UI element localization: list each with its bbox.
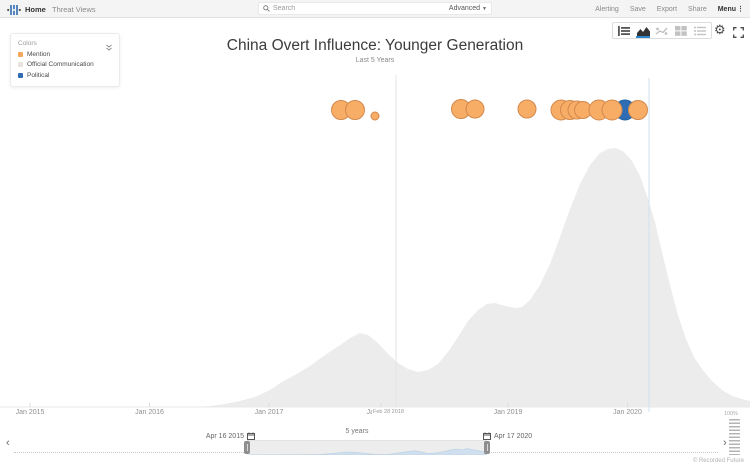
- menu-button[interactable]: Menu ⋮: [717, 5, 744, 14]
- end-date-picker[interactable]: Apr 17 2020: [483, 432, 532, 440]
- x-axis-tick-label: Jan 2015: [15, 409, 45, 416]
- event-bubble-mention[interactable]: [601, 99, 623, 121]
- scatter-view-icon[interactable]: [654, 23, 670, 38]
- calendar-icon: [247, 432, 255, 440]
- mention-color-swatch: [18, 51, 23, 57]
- timeline-track-right: [491, 452, 718, 453]
- event-bubble-mention[interactable]: [517, 99, 537, 119]
- timeline-track-left: [14, 452, 246, 453]
- legend-item-label: Official Communication: [27, 61, 94, 68]
- share-link[interactable]: Share: [688, 5, 707, 13]
- page-title: China Overt Influence: Younger Generatio…: [226, 37, 524, 54]
- start-date-picker[interactable]: Apr 16 2015: [155, 432, 255, 440]
- legend-item-official-communication[interactable]: Official Communication: [18, 61, 112, 68]
- x-axis-tick-label: Jan 2016: [135, 409, 164, 416]
- event-bubble-mention[interactable]: [628, 100, 648, 120]
- legend-item-label: Mention: [27, 50, 51, 58]
- nav-item-threat-views[interactable]: Threat Views: [52, 5, 96, 14]
- list-view-icon[interactable]: [692, 23, 708, 38]
- reference-volume-area: [0, 148, 750, 407]
- search-icon: [263, 5, 270, 12]
- event-bubble-mention[interactable]: [370, 111, 380, 121]
- trend-area-view-icon-selected[interactable]: [635, 23, 651, 38]
- range-start-drag-handle[interactable]: [244, 441, 250, 454]
- view-switcher-toolbar: [612, 22, 712, 39]
- selected-view-underline: [636, 36, 651, 38]
- search-input[interactable]: [273, 5, 449, 12]
- legend-item-mention[interactable]: Mention: [18, 51, 112, 58]
- vertical-zoom-slider[interactable]: [729, 419, 740, 455]
- x-axis-tick-label: Jan 2020: [613, 409, 642, 416]
- event-bubble-mention[interactable]: [345, 100, 365, 120]
- colors-legend-panel: Colors Mention Official Communication Po…: [10, 33, 120, 87]
- advanced-search-dropdown[interactable]: Advanced ▼: [449, 5, 487, 12]
- kebab-menu-icon: ⋮: [737, 6, 744, 13]
- political-color-swatch: [18, 72, 23, 78]
- alerting-link[interactable]: Alerting: [595, 5, 619, 13]
- nav-item-home[interactable]: Home: [25, 5, 46, 14]
- copyright-notice: © Recorded Future: [692, 458, 744, 464]
- topbar-actions: Alerting Save Export Share Menu ⋮: [595, 5, 744, 14]
- range-duration-label: 5 years: [345, 428, 369, 435]
- save-link[interactable]: Save: [629, 5, 646, 13]
- search-bar[interactable]: Advanced ▼: [258, 2, 492, 15]
- minimap-volume-area: [249, 448, 487, 455]
- grid-view-icon[interactable]: [673, 23, 689, 38]
- range-end-drag-handle[interactable]: [484, 441, 490, 454]
- official-communication-color-swatch: [18, 62, 23, 67]
- minimap-area-chart: [249, 448, 487, 455]
- settings-gear-icon[interactable]: ⚙: [714, 22, 726, 37]
- legend-item-political[interactable]: Political: [18, 72, 112, 79]
- fullscreen-icon[interactable]: [733, 25, 744, 43]
- page-subtitle: Last 5 Years: [355, 57, 395, 64]
- end-date-label: Apr 17 2020: [494, 432, 533, 440]
- recorded-future-logo-icon[interactable]: [7, 3, 21, 21]
- pan-right-chevron-icon[interactable]: ›: [723, 437, 727, 449]
- chevron-down-icon: ▼: [482, 5, 487, 12]
- calendar-icon: [483, 432, 491, 440]
- advanced-label: Advanced: [448, 5, 481, 12]
- pan-left-chevron-icon[interactable]: ‹: [6, 437, 10, 449]
- event-date-annotation: Feb 28 2018: [372, 409, 406, 417]
- selected-time-range-band[interactable]: [247, 440, 487, 455]
- legend-title: Colors: [18, 40, 37, 47]
- top-navigation-bar: Home Threat Views Advanced ▼ Alerting Sa…: [0, 0, 750, 18]
- collapse-double-chevron-icon[interactable]: [105, 39, 113, 57]
- zoom-percentage-label: 100%: [723, 411, 739, 417]
- x-axis-tick-label: Jan 2017: [254, 409, 284, 416]
- timeline-rows-view-icon[interactable]: [616, 23, 632, 38]
- x-axis-tick-label: Jan 2019: [493, 409, 523, 416]
- event-bubble-mention[interactable]: [465, 99, 485, 119]
- start-date-label: Apr 16 2015: [205, 432, 244, 440]
- menu-label: Menu: [717, 5, 736, 13]
- export-link[interactable]: Export: [656, 5, 678, 13]
- legend-item-label: Political: [27, 71, 50, 79]
